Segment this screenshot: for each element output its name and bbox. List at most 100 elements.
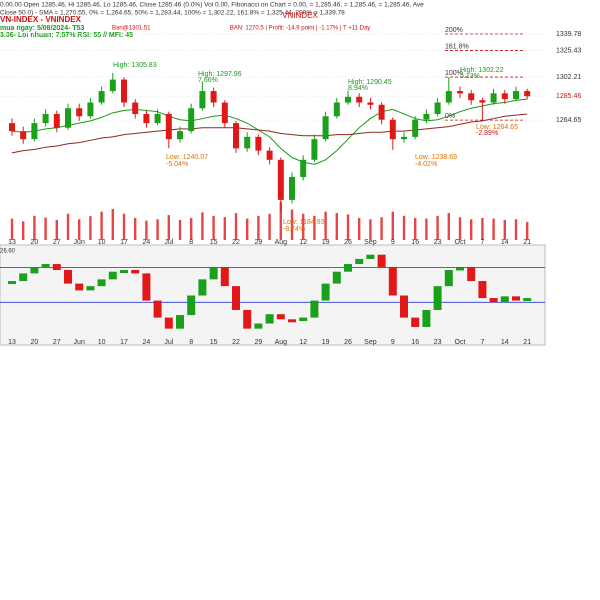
volume-bar xyxy=(380,217,383,240)
fib-label: 0% xyxy=(445,113,455,120)
x-tick-label: 8 xyxy=(189,339,193,346)
annotation: -8.74% xyxy=(283,226,305,233)
oscillator-brick xyxy=(288,319,296,323)
fib-label: 200% xyxy=(445,27,463,34)
annotation: Low: 1184.93 xyxy=(283,219,325,226)
oscillator-brick xyxy=(467,267,476,282)
volume-bar xyxy=(156,219,159,240)
volume-bar xyxy=(190,217,193,240)
candle-body xyxy=(199,91,206,109)
candle-body xyxy=(188,108,195,132)
volume-bar xyxy=(66,213,70,240)
x-tick-label: Aug xyxy=(275,239,288,246)
x-tick-label: 17 xyxy=(120,339,128,346)
y-tick-label: 1285.46 xyxy=(556,93,581,100)
x-tick-label: 14 xyxy=(501,339,509,346)
x-tick-label: 29 xyxy=(255,239,263,246)
volume-bar xyxy=(33,215,36,240)
oscillator-brick xyxy=(377,254,386,268)
x-tick-label: 10 xyxy=(98,239,106,246)
volume-bar xyxy=(414,217,417,240)
x-tick-label: Oct xyxy=(455,239,466,246)
x-tick-label: 24 xyxy=(143,239,151,246)
volume-bar xyxy=(402,215,406,240)
y-tick-label: 1325.43 xyxy=(556,47,581,54)
annotation: 8.94% xyxy=(348,85,368,92)
candle-body xyxy=(210,91,217,103)
volume-bar xyxy=(492,218,495,240)
volume-bar xyxy=(481,217,484,240)
x-tick-label: 13 xyxy=(8,339,16,346)
oscillator-brick xyxy=(512,296,520,301)
candle-body xyxy=(322,116,329,140)
oscillator-brick xyxy=(131,270,140,274)
oscillator-title: 26.60 xyxy=(0,249,16,255)
oscillator-brick xyxy=(411,317,420,327)
oscillator-brick xyxy=(265,314,274,324)
x-tick-label: 7 xyxy=(480,239,484,246)
oscillator-brick xyxy=(478,281,487,299)
x-tick-label: 23 xyxy=(434,239,442,246)
volume-bar xyxy=(514,219,518,240)
candle-body xyxy=(244,136,251,149)
oscillator-brick xyxy=(64,270,72,284)
candle-body xyxy=(423,113,430,120)
y-tick-label: 1264.65 xyxy=(556,117,581,124)
x-tick-label: 27 xyxy=(53,239,61,246)
candle-body xyxy=(479,100,486,103)
x-tick-label: 12 xyxy=(299,339,307,346)
chart-subtitle: VNINDEX xyxy=(282,11,318,20)
x-tick-label: 21 xyxy=(523,239,531,246)
volume-bar xyxy=(268,213,271,240)
volume-bar xyxy=(369,219,372,240)
candle-body xyxy=(457,91,463,94)
volume-bar xyxy=(178,219,182,240)
stats: 3.06- Loi nhuan: 7.57% RSI: 55 // MFI: 4… xyxy=(0,32,133,39)
x-tick-label: 20 xyxy=(31,339,39,346)
annotation: 5.13% xyxy=(460,73,480,80)
x-tick-label: 16 xyxy=(411,239,419,246)
volume-bar xyxy=(167,215,170,240)
volume-bar xyxy=(111,208,114,240)
volume-bar xyxy=(503,219,506,240)
x-tick-label: Aug xyxy=(275,339,288,346)
volume-bar xyxy=(223,217,226,240)
volume-bar xyxy=(201,212,204,240)
oscillator-brick xyxy=(366,254,375,259)
annotation: Low: 1238.69 xyxy=(415,154,457,161)
x-tick-label: Sep xyxy=(364,239,377,246)
volume-bar xyxy=(324,211,327,240)
annotation: 7.66% xyxy=(198,77,218,84)
candle-body xyxy=(300,159,307,177)
oscillator-brick xyxy=(142,273,151,301)
candle-body xyxy=(289,176,295,200)
x-tick-label: 19 xyxy=(322,239,330,246)
volume-bar xyxy=(234,213,238,240)
volume-bar xyxy=(134,217,137,240)
candle-body xyxy=(356,96,363,103)
volume-bar xyxy=(302,213,305,240)
volume-bar xyxy=(526,222,529,240)
volume-bar xyxy=(44,217,47,240)
x-tick-label: 24 xyxy=(143,339,151,346)
volume-bar xyxy=(447,213,450,240)
candle-body xyxy=(165,113,172,140)
sell-signal: Ban@1301.51 xyxy=(112,26,151,32)
oscillator-brick xyxy=(209,267,218,280)
x-tick-label: 21 xyxy=(523,339,531,346)
oscillator-brick xyxy=(19,273,28,282)
oscillator-brick xyxy=(243,309,252,329)
candle-body xyxy=(154,113,161,124)
candle-body xyxy=(9,123,15,132)
oscillator-brick xyxy=(276,314,285,320)
oscillator-brick xyxy=(422,309,431,327)
candle-body xyxy=(121,79,127,103)
x-tick-label: 12 xyxy=(299,239,307,246)
volume-bar xyxy=(436,215,439,240)
oscillator-brick xyxy=(8,281,16,285)
oscillator-brick xyxy=(299,317,308,321)
oscillator-brick xyxy=(456,267,464,271)
volume-bar xyxy=(122,213,126,240)
candle-body xyxy=(221,102,228,124)
